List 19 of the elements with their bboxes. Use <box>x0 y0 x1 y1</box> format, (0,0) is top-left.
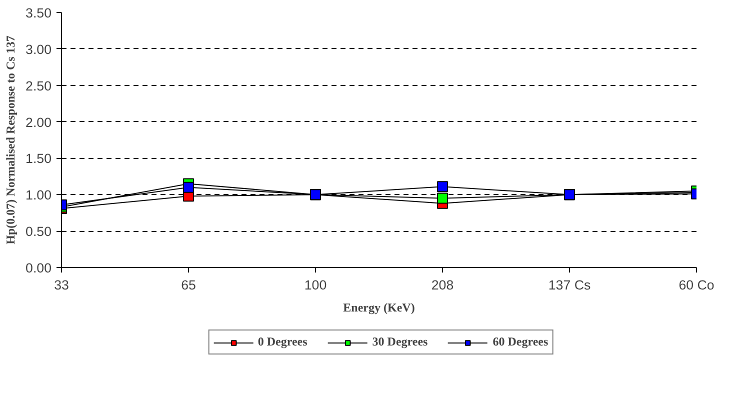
x-tick-label: 60 Co <box>678 278 714 292</box>
y-tick-label: 2.50 <box>26 78 52 94</box>
legend-label: 30 Degrees <box>372 334 428 350</box>
x-tick-label: 65 <box>181 278 196 292</box>
legend-label: 60 Degrees <box>492 334 548 350</box>
y-tick-label: 2.00 <box>26 114 52 130</box>
y-tick-label: 1.50 <box>26 151 52 166</box>
y-tick-label: 0.50 <box>26 224 52 240</box>
y-tick-label: 1.00 <box>26 188 52 203</box>
y-tick-label: 0.00 <box>26 260 52 276</box>
x-tick-label: 208 <box>431 278 454 292</box>
y-axis-title: Hp(0.07) Normalised Response to Cs 137 <box>4 36 18 244</box>
legend-label: 0 Degrees <box>258 334 308 350</box>
x-tick-label: 100 <box>304 278 327 292</box>
x-tick-label: 137 Cs <box>548 278 591 292</box>
x-tick-label: 33 <box>54 278 69 292</box>
y-tick-label: 3.00 <box>26 42 52 57</box>
x-axis-title: Energy (KeV) <box>343 300 415 314</box>
y-tick-label: 3.50 <box>26 6 52 20</box>
